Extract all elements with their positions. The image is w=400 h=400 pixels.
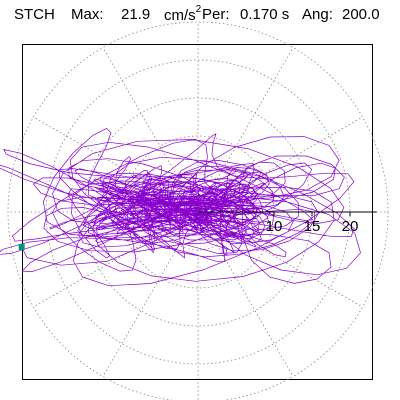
period-value: 0.170 s — [240, 6, 290, 23]
angle-value: 200.0 — [342, 6, 380, 23]
max-unit: cm/s2 — [164, 4, 202, 24]
grid-spoke — [216, 47, 294, 180]
grid-spoke — [102, 244, 180, 377]
radial-tick-label: 10 — [266, 218, 283, 235]
grid-spoke — [216, 244, 294, 377]
max-label: Max: — [71, 6, 104, 23]
radial-axis: 10 15 20 — [198, 211, 377, 235]
angle-label: Ang: — [302, 6, 333, 23]
station-code: STCH — [14, 6, 55, 23]
radial-tick-label: 20 — [342, 218, 359, 235]
max-value: 21.9 — [121, 6, 151, 23]
end-marker — [18, 243, 25, 250]
grid-ring — [7, 21, 389, 400]
grid-spoke — [230, 116, 363, 194]
radial-tick-label: 15 — [304, 218, 321, 235]
marker-layer — [18, 243, 25, 250]
period-label: Per: — [202, 6, 230, 23]
plot-header: STCH Max: 21.9 cm/s2 Per: 0.170 s Ang: 2… — [0, 4, 400, 32]
max-unit-base: cm/s — [164, 7, 196, 24]
trace-line — [0, 128, 361, 287]
polar-grid — [7, 21, 389, 400]
grid-spoke — [102, 47, 180, 180]
grid-spoke — [33, 116, 166, 194]
trace-layer — [0, 128, 361, 287]
grid-spoke — [33, 230, 166, 308]
max-unit-exponent: 2 — [195, 4, 202, 15]
